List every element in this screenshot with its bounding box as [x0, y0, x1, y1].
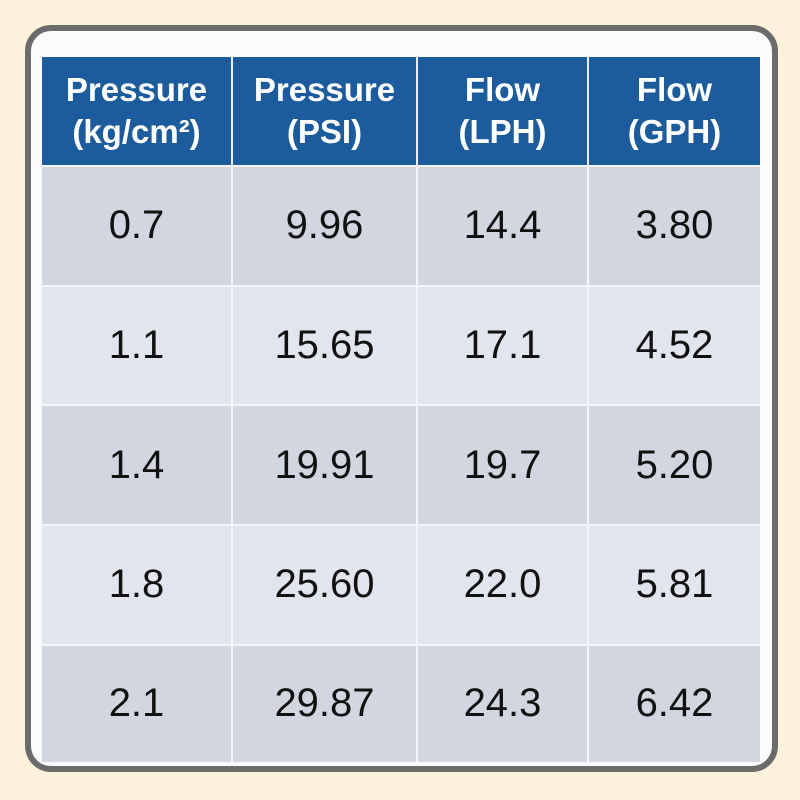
header-cell: Flow (GPH): [588, 57, 760, 166]
table-cell: 2.1: [42, 643, 233, 762]
table-cell: 19.91: [232, 404, 418, 526]
table-cell: 1.8: [42, 524, 233, 645]
header-text: Pressure: [253, 71, 396, 108]
table-cell: 24.3: [417, 643, 589, 762]
table-row: 1.1 15.65 17.1 4.52: [42, 284, 760, 406]
header-row: Pressure (kg/cm²) Pressure (PSI) Flow (LPH) Fl…: [42, 57, 760, 166]
header-text: (PSI): [286, 113, 363, 150]
header-cell: Pressure (PSI): [232, 57, 418, 166]
table-row: 2.1 29.87 24.3 6.42: [42, 643, 760, 762]
table-cell: 17.1: [417, 284, 589, 406]
table-cell: 5.20: [588, 404, 760, 526]
header-cell: Pressure (kg/cm²): [42, 57, 233, 166]
table-cell: 29.87: [232, 643, 418, 762]
header-cell: Flow (LPH): [417, 57, 589, 166]
header-text: (GPH): [627, 113, 722, 150]
table-cell: 6.42: [588, 643, 760, 762]
header-text: Pressure: [65, 71, 208, 108]
table-cell: 5.81: [588, 524, 760, 645]
table-cell: 14.4: [417, 165, 589, 286]
table-cell: 19.7: [417, 404, 589, 526]
table-body: 0.7 9.96 14.4 3.80 1.1 15.65 17.1 4.52 1.4 19.91 1…: [42, 165, 760, 762]
data-table: Pressure (kg/cm²) Pressure (PSI) Flow (LPH) Fl…: [42, 57, 760, 762]
table-cell: 0.7: [42, 165, 233, 286]
header-text: Flow: [464, 71, 541, 108]
table-cell: 4.52: [588, 284, 760, 406]
header-text: (kg/cm²): [72, 113, 201, 150]
table-row: 0.7 9.96 14.4 3.80: [42, 165, 760, 286]
table-cell: 1.4: [42, 404, 233, 526]
table-cell: 3.80: [588, 165, 760, 286]
header-text: Flow: [636, 71, 713, 108]
table-row: 1.4 19.91 19.7 5.20: [42, 404, 760, 526]
table-cell: 22.0: [417, 524, 589, 645]
table-cell: 9.96: [232, 165, 418, 286]
table-cell: 25.60: [232, 524, 418, 645]
table-row: 1.8 25.60 22.0 5.81: [42, 524, 760, 645]
header-text: (LPH): [458, 113, 547, 150]
table-cell: 1.1: [42, 284, 233, 406]
table-cell: 15.65: [232, 284, 418, 406]
